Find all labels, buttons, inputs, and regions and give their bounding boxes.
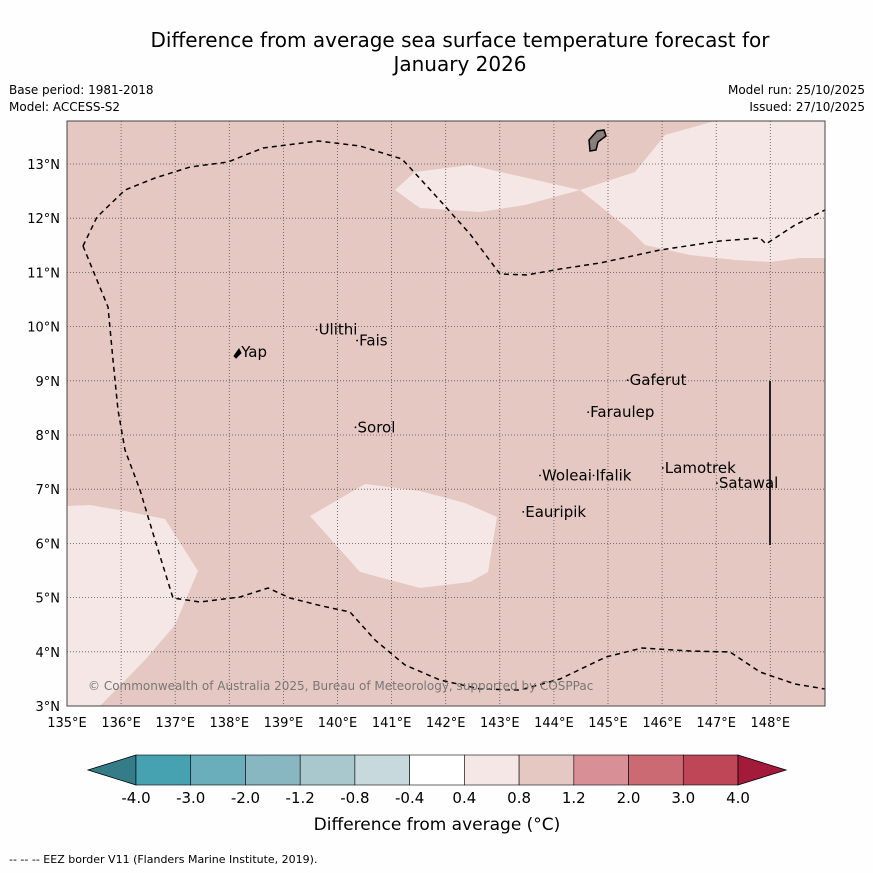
place-marker	[315, 328, 318, 331]
lon-tick-label: 139°E	[264, 716, 304, 731]
place-label: Satawal	[719, 474, 778, 492]
place-label: Woleai	[542, 467, 592, 485]
colorbar-tick-label: 0.4	[452, 789, 476, 807]
place-label: Lamotrek	[665, 459, 736, 477]
place-label: Ifalik	[596, 467, 632, 485]
graticule	[67, 121, 825, 706]
lon-tick-label: 147°E	[696, 716, 736, 731]
map-frame	[66, 120, 826, 707]
place-label: Ulithi	[319, 321, 358, 339]
colorbar-tick-label: -0.8	[340, 789, 369, 807]
colorbar-tick-label: -2.0	[231, 789, 260, 807]
colorbar-segment	[245, 754, 301, 786]
colorbar-segment	[409, 754, 465, 786]
issued-date: Issued: 27/10/2025	[749, 100, 865, 114]
eez-border	[82, 140, 825, 276]
lat-tick-label: 6°N	[36, 537, 61, 552]
lat-tick-label: 8°N	[36, 429, 61, 444]
colorbar-tick-label: -4.0	[121, 789, 150, 807]
colorbar-segment	[573, 754, 629, 786]
lat-tick-label: 5°N	[36, 592, 61, 607]
warm-anomaly-patch-southwest	[67, 505, 198, 706]
colorbar-tick-label: -3.0	[176, 789, 205, 807]
lon-tick-label: 137°E	[155, 716, 195, 731]
title-line-2: January 2026	[393, 52, 527, 76]
colorbar-segment	[190, 754, 246, 786]
meta-left: Base period: 1981-2018 Model: ACCESS-S2	[9, 82, 154, 116]
lon-tick-label: 141°E	[372, 716, 412, 731]
colorbar-tick-label: 4.0	[726, 789, 750, 807]
place-marker	[587, 411, 590, 414]
place-label: Gaferut	[630, 371, 687, 389]
colorbar-tick-label: -0.4	[395, 789, 424, 807]
colorbar-tick-label: 0.8	[507, 789, 531, 807]
colorbar-tick-label: 3.0	[671, 789, 695, 807]
lat-tick-label: 11°N	[27, 266, 60, 281]
lon-tick-label: 138°E	[210, 716, 250, 731]
colorbar-under-arrow	[86, 754, 137, 786]
meta-right: Model run: 25/10/2025 Issued: 27/10/2025	[728, 82, 865, 116]
place-marker	[354, 426, 357, 429]
chart-title: Difference from average sea surface temp…	[90, 28, 830, 76]
base-period: Base period: 1981-2018	[9, 83, 154, 97]
lon-tick-label: 135°E	[47, 716, 87, 731]
place-marker	[238, 351, 241, 353]
colorbar-segment	[354, 754, 410, 786]
lon-tick-label: 136°E	[101, 716, 141, 731]
lon-tick-label: 145°E	[588, 716, 628, 731]
colorbar-over-arrow	[737, 754, 788, 786]
lon-tick-label: 142°E	[426, 716, 466, 731]
colorbar-label: Difference from average (°C)	[313, 815, 561, 835]
lat-tick-label: 7°N	[36, 483, 61, 498]
colorbar-segment	[628, 754, 684, 786]
place-marker	[356, 339, 359, 342]
place-label: Eauripik	[525, 503, 586, 521]
place-label: Yap	[240, 343, 267, 361]
lat-tick-label: 4°N	[36, 646, 61, 661]
place-marker	[716, 482, 718, 485]
axis-ticks: 135°E 136°E 137°E 138°E 139°E 140°E 141°E 142°E…	[27, 158, 790, 731]
warm-anomaly-patch-central	[310, 484, 497, 588]
place-label: Faraulep	[590, 403, 654, 421]
place-marker	[661, 467, 664, 469]
place-marker	[539, 474, 541, 477]
place-label: Fais	[359, 332, 388, 350]
colorbar: -4.0 -3.0 -2.0 -1.2 -0.8 -0.4 0.4 0.8 1.2 2.0 3.0 4…	[86, 754, 788, 807]
lat-tick-label: 12°N	[27, 212, 60, 227]
colorbar-segment	[518, 754, 575, 786]
lon-tick-label: 143°E	[480, 716, 520, 731]
colorbar-segment	[299, 754, 356, 786]
place-marker	[626, 379, 629, 382]
place-marker	[522, 510, 525, 513]
warm-anomaly-patch-north	[395, 165, 580, 212]
lat-tick-label: 9°N	[36, 375, 61, 390]
place-label: Sorol	[358, 418, 396, 436]
copyright-notice: © Commonwealth of Australia 2025, Bureau…	[88, 679, 593, 693]
model-run: Model run: 25/10/2025	[727, 83, 865, 97]
model-name: Model: ACCESS-S2	[9, 100, 121, 114]
lon-tick-label: 148°E	[751, 716, 791, 731]
guam-island	[588, 129, 607, 152]
place-marker	[592, 474, 595, 477]
lat-tick-label: 10°N	[27, 321, 60, 336]
colorbar-segment	[682, 754, 739, 786]
colorbar-tick-label: 2.0	[617, 789, 641, 807]
colorbar-tick-label: 1.2	[562, 789, 586, 807]
footer-note: -- -- -- EEZ border V11 (Flanders Marine…	[9, 853, 318, 866]
colorbar-segment	[464, 754, 520, 786]
colorbar-segment	[135, 754, 192, 786]
lon-tick-label: 146°E	[642, 716, 682, 731]
colorbar-tick-label: -1.2	[286, 789, 315, 807]
lat-tick-label: 3°N	[36, 700, 61, 715]
lon-tick-label: 144°E	[534, 716, 574, 731]
warm-anomaly-patch-northeast	[580, 121, 825, 262]
lat-tick-label: 13°N	[27, 158, 60, 173]
lon-tick-label: 140°E	[318, 716, 358, 731]
title-line-1: Difference from average sea surface temp…	[150, 28, 770, 52]
